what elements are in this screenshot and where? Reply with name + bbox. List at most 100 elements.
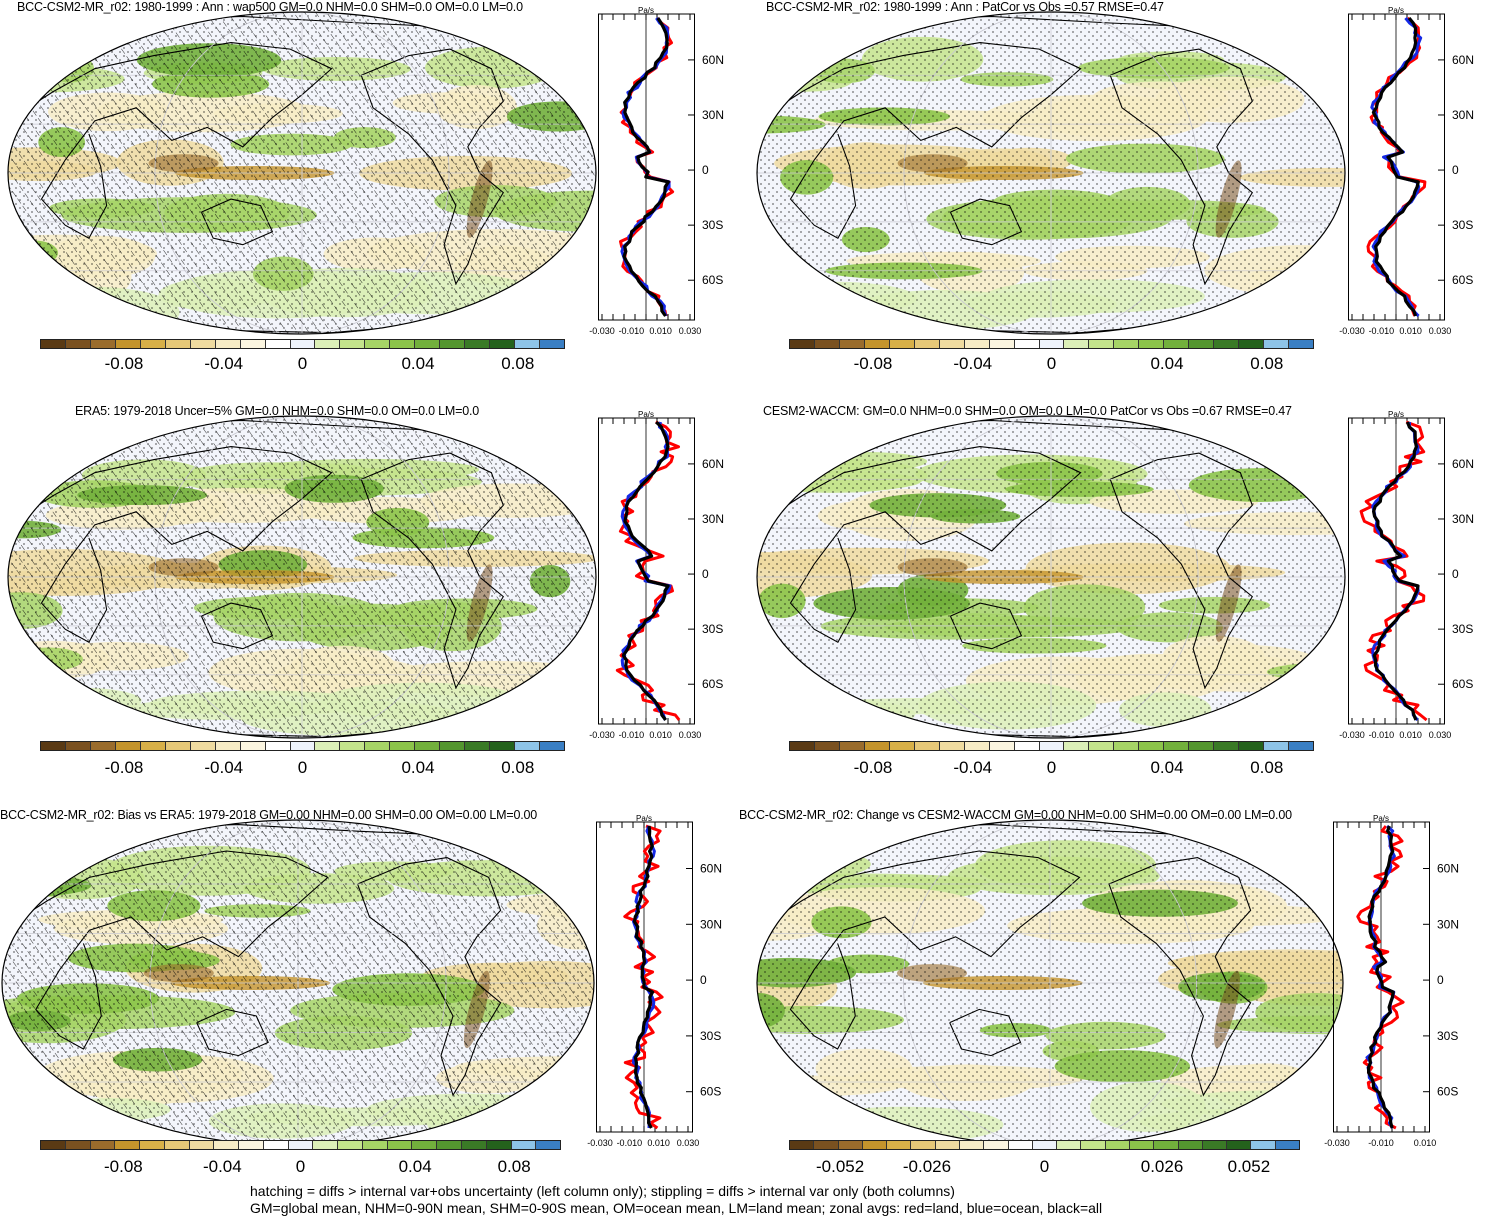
colorbar-swatch [790, 742, 815, 750]
x-tick-label: -0.010 [617, 1138, 643, 1148]
lat-tick-label: 30N [1452, 108, 1474, 122]
x-tick-label: 0.030 [679, 326, 702, 336]
colorbar-tick-label: 0.08 [1250, 758, 1284, 777]
colorbar-tick-label: -0.04 [953, 354, 993, 373]
colorbar-swatch [1289, 340, 1314, 348]
colorbar-swatch [1289, 742, 1314, 750]
colorbar-tick-label: 0 [1046, 354, 1057, 373]
colorbar-swatch [315, 742, 341, 750]
map-robinson [1, 819, 595, 1147]
lat-tick-label: 60S [1452, 677, 1473, 691]
lat-tick-label: 30S [702, 218, 723, 232]
map-robinson [756, 11, 1346, 335]
colorbar-swatch [814, 742, 840, 750]
colorbar-swatch [440, 742, 466, 750]
colorbar-swatch [536, 1141, 561, 1149]
colorbar-tick-label: -0.026 [902, 1157, 952, 1176]
colorbar-tick-label: -0.04 [204, 354, 244, 373]
colorbar-swatch [1154, 1141, 1179, 1149]
colorbar-swatch [315, 340, 341, 348]
colorbar-swatch [1014, 340, 1040, 348]
colorbar-swatch [189, 1141, 215, 1149]
lat-tick-label: 30S [700, 1029, 721, 1043]
colorbar-swatch [914, 340, 940, 348]
colorbar-swatch [362, 1141, 388, 1149]
colorbar-swatch [515, 742, 541, 750]
panel-title: ERA5: 1979-2018 Uncer=5% GM=0.0 NHM=0.0 … [75, 404, 479, 418]
colorbar-tick-label: 0.052 [1227, 1157, 1271, 1176]
lat-tick-label: 30N [1437, 917, 1459, 931]
x-tick-label: 0.010 [649, 326, 672, 336]
colorbar-tick-label: -0.08 [104, 758, 144, 777]
colorbar [789, 1140, 1300, 1150]
colorbar-swatch [1114, 742, 1140, 750]
map-robinson [7, 11, 597, 335]
colorbar [40, 339, 565, 349]
colorbar-swatch [838, 1141, 863, 1149]
colorbar-labels: -0.052 -0.026 0 0.026 0.052 [789, 1157, 1300, 1179]
colorbar-tick-label: -0.04 [204, 758, 244, 777]
colorbar-swatch [1214, 742, 1240, 750]
colorbar-swatch [490, 742, 516, 750]
colorbar-swatch [1064, 340, 1090, 348]
colorbar-swatch [41, 340, 66, 348]
x-tick-label: 0.010 [1399, 730, 1422, 740]
colorbar-swatch [340, 340, 366, 348]
x-tick-label: 0.010 [649, 730, 672, 740]
colorbar-swatch [215, 340, 241, 348]
colorbar-swatch [1251, 1141, 1276, 1149]
colorbar-tick-label: -0.04 [953, 758, 993, 777]
colorbar-swatch [1202, 1141, 1228, 1149]
colorbar-swatch [839, 742, 865, 750]
colorbar-tick-label: 0.08 [1250, 354, 1284, 373]
x-tick-label: 0.030 [679, 730, 702, 740]
colorbar-swatch [939, 742, 965, 750]
colorbar-swatch [1139, 340, 1165, 348]
colorbar [789, 741, 1314, 751]
colorbar-swatch [1214, 340, 1240, 348]
colorbar-swatch [390, 340, 416, 348]
colorbar-swatch [290, 340, 316, 348]
colorbar-swatch [313, 1141, 339, 1149]
lat-tick-label: 60N [1437, 862, 1459, 876]
colorbar-tick-label: -0.08 [853, 758, 893, 777]
colorbar-swatch [1264, 742, 1290, 750]
colorbar-swatch [1189, 742, 1215, 750]
colorbar-tick-label: 0 [1046, 758, 1057, 777]
colorbar-tick-label: 0.08 [497, 1157, 531, 1176]
colorbar-tick-label: 0.04 [1150, 758, 1184, 777]
colorbar-swatch [115, 1141, 141, 1149]
colorbar-swatch [115, 340, 141, 348]
units-label: Pa/s [638, 410, 654, 419]
lat-tick-label: 60N [700, 862, 722, 876]
lat-tick-label: 30N [700, 917, 722, 931]
colorbar-swatch [288, 1141, 314, 1149]
colorbar-swatch [511, 1141, 537, 1149]
colorbar-swatch [412, 1141, 438, 1149]
colorbar-tick-label: 0.04 [1150, 354, 1184, 373]
colorbar-swatch [338, 1141, 363, 1149]
colorbar-swatch [465, 742, 491, 750]
x-tick-label: -0.030 [1324, 1138, 1350, 1148]
footer-note-means: GM=global mean, NHM=0-90N mean, SHM=0-90… [250, 1200, 1103, 1216]
colorbar-swatch [989, 742, 1015, 750]
colorbar-swatch [140, 1141, 165, 1149]
colorbar-swatch [190, 340, 216, 348]
colorbar-swatch [864, 340, 890, 348]
colorbar-tick-label: 0.04 [401, 354, 435, 373]
colorbar-swatch [265, 742, 291, 750]
units-label: Pa/s [638, 6, 654, 15]
colorbar-tick-label: -0.08 [104, 354, 144, 373]
colorbar-swatch [1089, 340, 1115, 348]
colorbar-swatch [1129, 1141, 1155, 1149]
panel-title: BCC-CSM2-MR_r02: 1980-1999 : Ann : PatCo… [766, 0, 1164, 14]
colorbar-swatch [115, 742, 141, 750]
colorbar-swatch [1008, 1141, 1033, 1149]
colorbar-tick-label: -0.052 [815, 1157, 865, 1176]
colorbar-labels: -0.08 -0.04 0 0.04 0.08 [40, 354, 565, 376]
map-robinson [756, 819, 1344, 1147]
colorbar-swatch [964, 742, 990, 750]
colorbar-swatch [486, 1141, 512, 1149]
lat-tick-label: 60S [1452, 273, 1473, 287]
lat-tick-label: 60S [702, 677, 723, 691]
